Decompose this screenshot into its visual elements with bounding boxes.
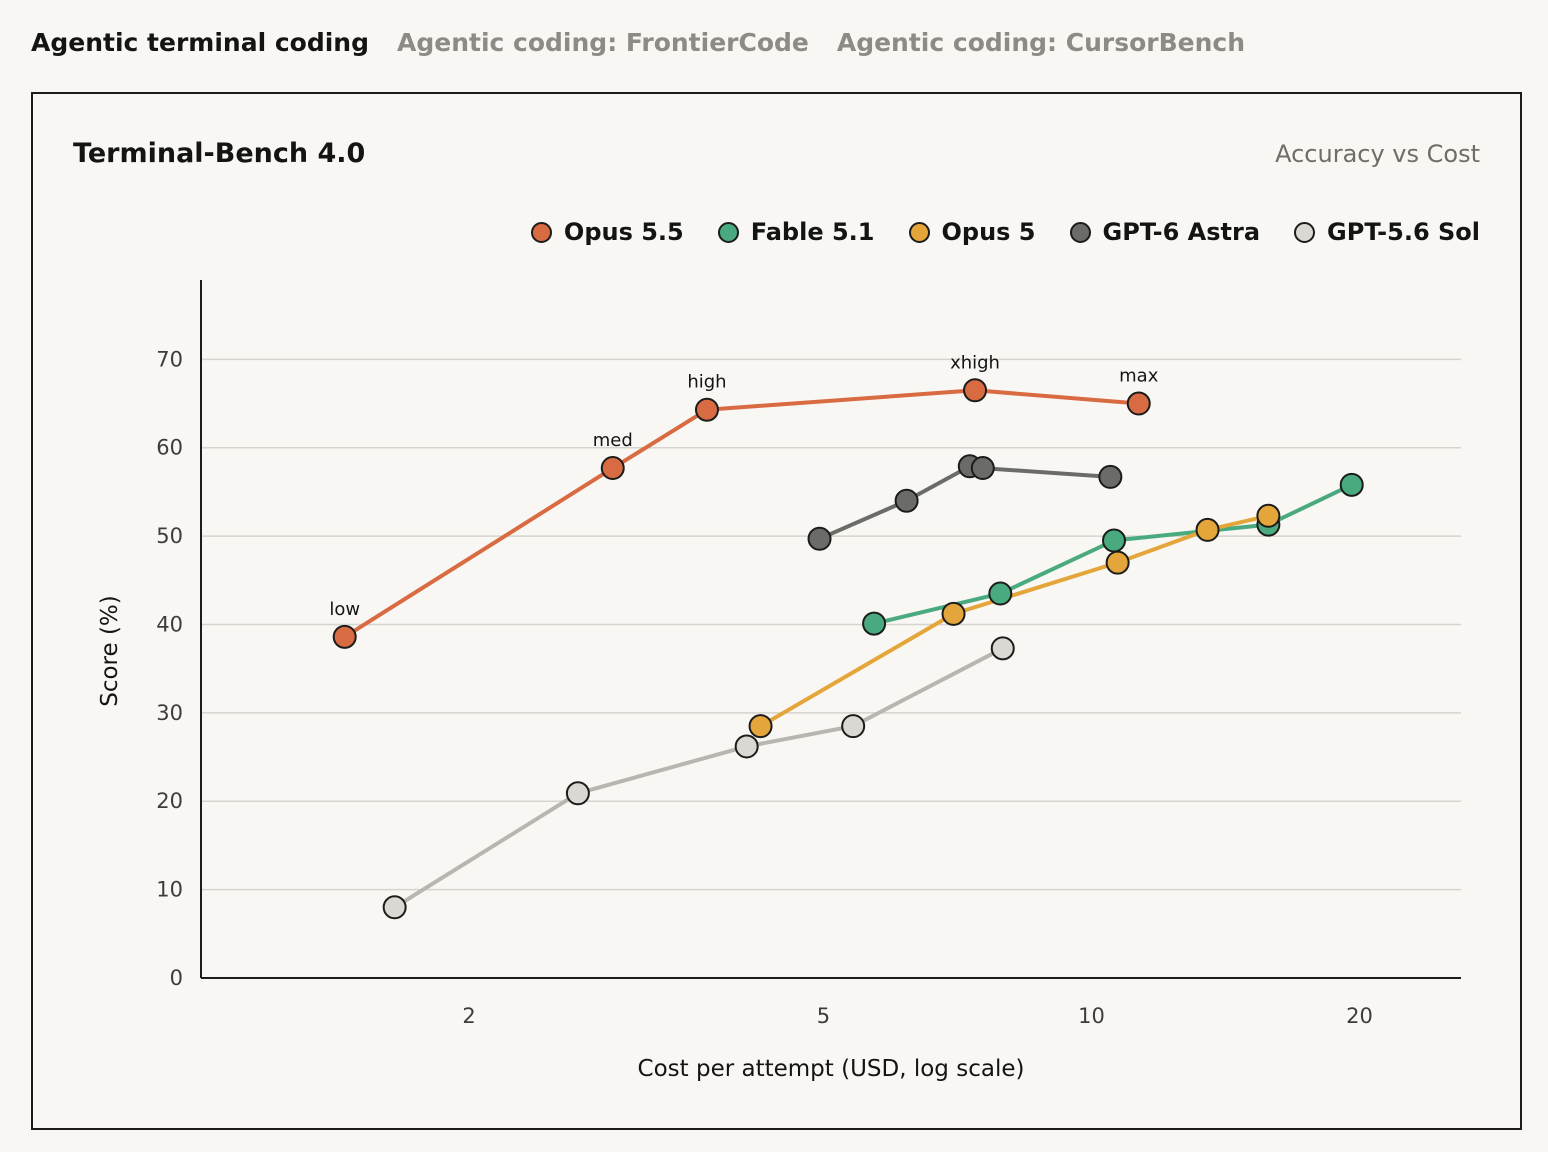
tab-agentic-terminal-coding[interactable]: Agentic terminal coding	[31, 28, 369, 57]
data-point	[841, 714, 866, 739]
data-point	[941, 601, 966, 626]
legend-item-opus-5: Opus 5	[908, 218, 1036, 246]
y-tick-label: 30	[156, 701, 183, 725]
data-point	[565, 781, 590, 806]
data-point	[734, 734, 759, 759]
legend-item-opus-5-5: Opus 5.5	[530, 218, 684, 246]
data-point	[990, 636, 1015, 661]
legend-swatch-gpt-6-astra	[1069, 221, 1091, 243]
legend-swatch-gpt-5-6-sol	[1294, 221, 1316, 243]
y-tick-label: 60	[156, 436, 183, 460]
legend-swatch-fable-5-1	[717, 221, 739, 243]
legend-label-gpt-5-6-sol: GPT-5.6 Sol	[1327, 218, 1480, 246]
legend-item-gpt-5-6-sol: GPT-5.6 Sol	[1294, 218, 1480, 246]
data-point	[600, 456, 625, 481]
y-tick-label: 10	[156, 878, 183, 902]
point-label: xhigh	[950, 352, 1000, 373]
point-label: med	[593, 430, 633, 451]
series-line-0	[343, 388, 1139, 639]
data-point	[970, 456, 995, 481]
data-point	[694, 397, 719, 422]
point-label: max	[1119, 366, 1159, 387]
benchmark-tabs: Agentic terminal coding Agentic coding: …	[31, 28, 1245, 57]
data-point	[332, 624, 357, 649]
series-line-2	[759, 513, 1269, 728]
data-point	[1098, 464, 1123, 489]
chart-legend: Opus 5.5 Fable 5.1 Opus 5 GPT-6 Astra GP…	[530, 218, 1480, 246]
y-tick-label: 0	[170, 966, 183, 990]
data-point	[1256, 503, 1281, 528]
y-tick-label: 70	[156, 347, 183, 371]
point-label: low	[329, 599, 360, 620]
x-tick-label: 10	[1078, 1004, 1105, 1028]
data-point	[1195, 517, 1220, 542]
x-tick-label: 2	[462, 1004, 475, 1028]
tab-agentic-coding-cursorbench[interactable]: Agentic coding: CursorBench	[836, 28, 1246, 57]
legend-swatch-opus-5-5	[530, 221, 552, 243]
legend-label-opus-5-5: Opus 5.5	[563, 218, 684, 246]
data-point	[862, 611, 887, 636]
chart-plot: 0 10 20 30 40 50 60 70 2 5 10 20 low med high xhigh max…	[97, 280, 1461, 1082]
data-point	[1339, 472, 1364, 497]
axes: 0 10 20 30 40 50 60 70 2 5 10 20	[156, 280, 1461, 1028]
y-tick-label: 50	[156, 524, 183, 548]
data-point	[963, 378, 988, 403]
x-axis-label: Cost per attempt (USD, log scale)	[638, 1056, 1025, 1082]
legend-swatch-opus-5	[908, 221, 930, 243]
y-tick-label: 20	[156, 789, 183, 813]
series-lines	[343, 388, 1353, 909]
legend-label-gpt-6-astra: GPT-6 Astra	[1102, 218, 1261, 246]
data-point	[1102, 528, 1127, 553]
legend-item-fable-5-1: Fable 5.1	[717, 218, 875, 246]
data-point	[807, 526, 832, 551]
chart-card: Terminal-Bench 4.0 Accuracy vs Cost Opus…	[31, 92, 1522, 1130]
x-tick-label: 20	[1346, 1004, 1373, 1028]
data-point	[894, 488, 919, 513]
chart-subtitle: Accuracy vs Cost	[1275, 140, 1480, 168]
y-tick-label: 40	[156, 612, 183, 636]
x-tick-label: 5	[817, 1004, 830, 1028]
legend-label-opus-5: Opus 5	[941, 218, 1036, 246]
point-label: high	[687, 372, 726, 393]
series-line-4	[393, 646, 1004, 909]
grid-lines	[201, 358, 1461, 891]
tab-agentic-coding-frontiercode[interactable]: Agentic coding: FrontierCode	[397, 28, 809, 57]
chart-title: Terminal-Bench 4.0	[73, 138, 366, 169]
data-point	[382, 895, 407, 920]
data-point	[748, 714, 773, 739]
legend-item-gpt-6-astra: GPT-6 Astra	[1069, 218, 1261, 246]
data-points: low med high xhigh max	[329, 352, 1364, 920]
legend-label-fable-5-1: Fable 5.1	[750, 218, 875, 246]
y-axis-label: Score (%)	[97, 595, 123, 707]
data-point	[1126, 391, 1151, 416]
data-point	[988, 581, 1013, 606]
data-point	[1105, 550, 1130, 575]
